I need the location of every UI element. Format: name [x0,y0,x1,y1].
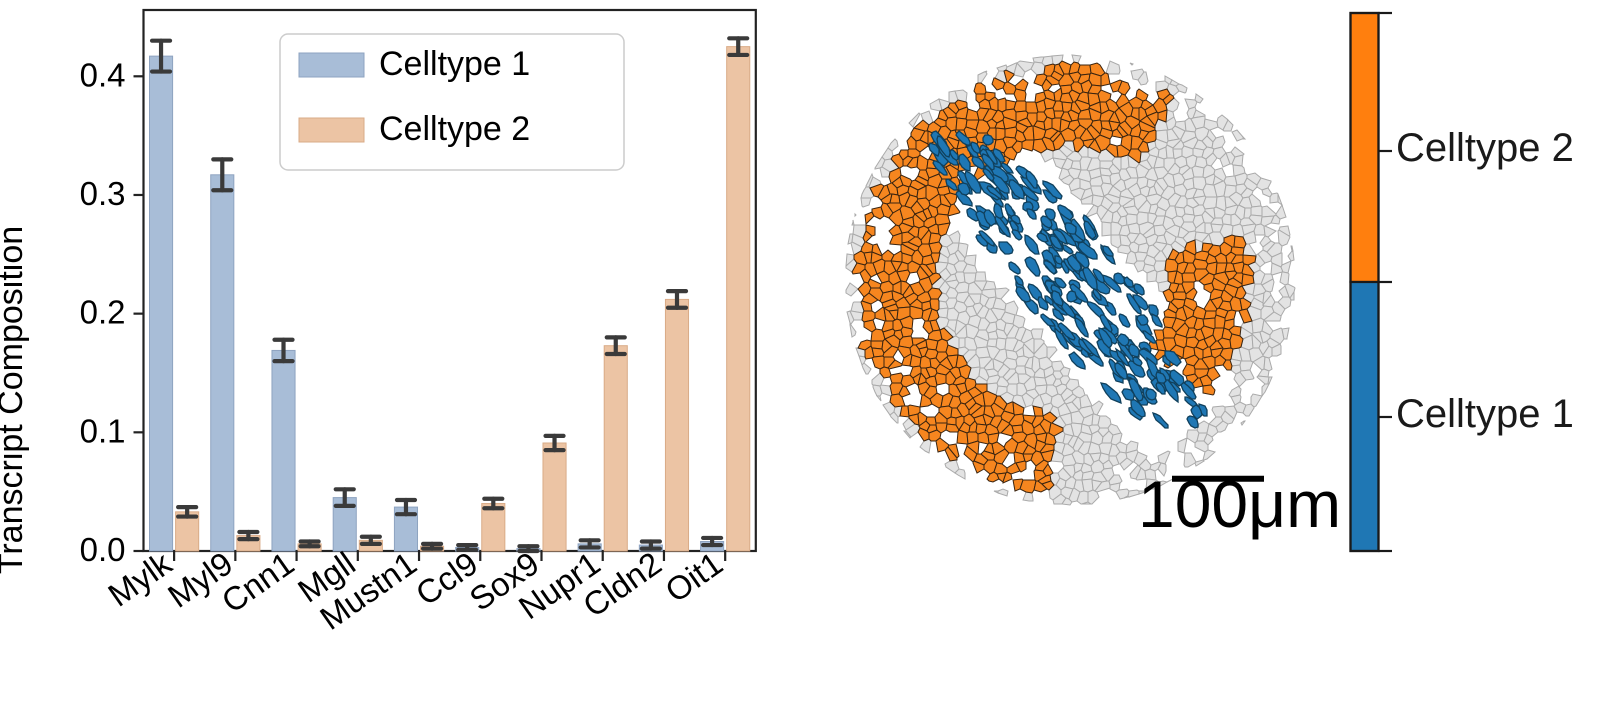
svg-text:Celltype 1: Celltype 1 [1396,392,1574,436]
svg-text:Celltype 1: Celltype 1 [379,45,530,83]
svg-text:0.0: 0.0 [80,531,126,568]
svg-text:Transcript Composition: Transcript Composition [0,226,30,574]
svg-text:Cnn1: Cnn1 [215,544,301,620]
svg-text:Celltype 2: Celltype 2 [1396,126,1574,170]
svg-text:0.2: 0.2 [80,294,126,331]
svg-text:0.3: 0.3 [80,175,126,212]
svg-text:Celltype 2: Celltype 2 [379,110,530,148]
svg-text:0.4: 0.4 [80,56,126,93]
svg-text:0.1: 0.1 [80,412,126,449]
svg-text:Oit1: Oit1 [658,544,729,609]
